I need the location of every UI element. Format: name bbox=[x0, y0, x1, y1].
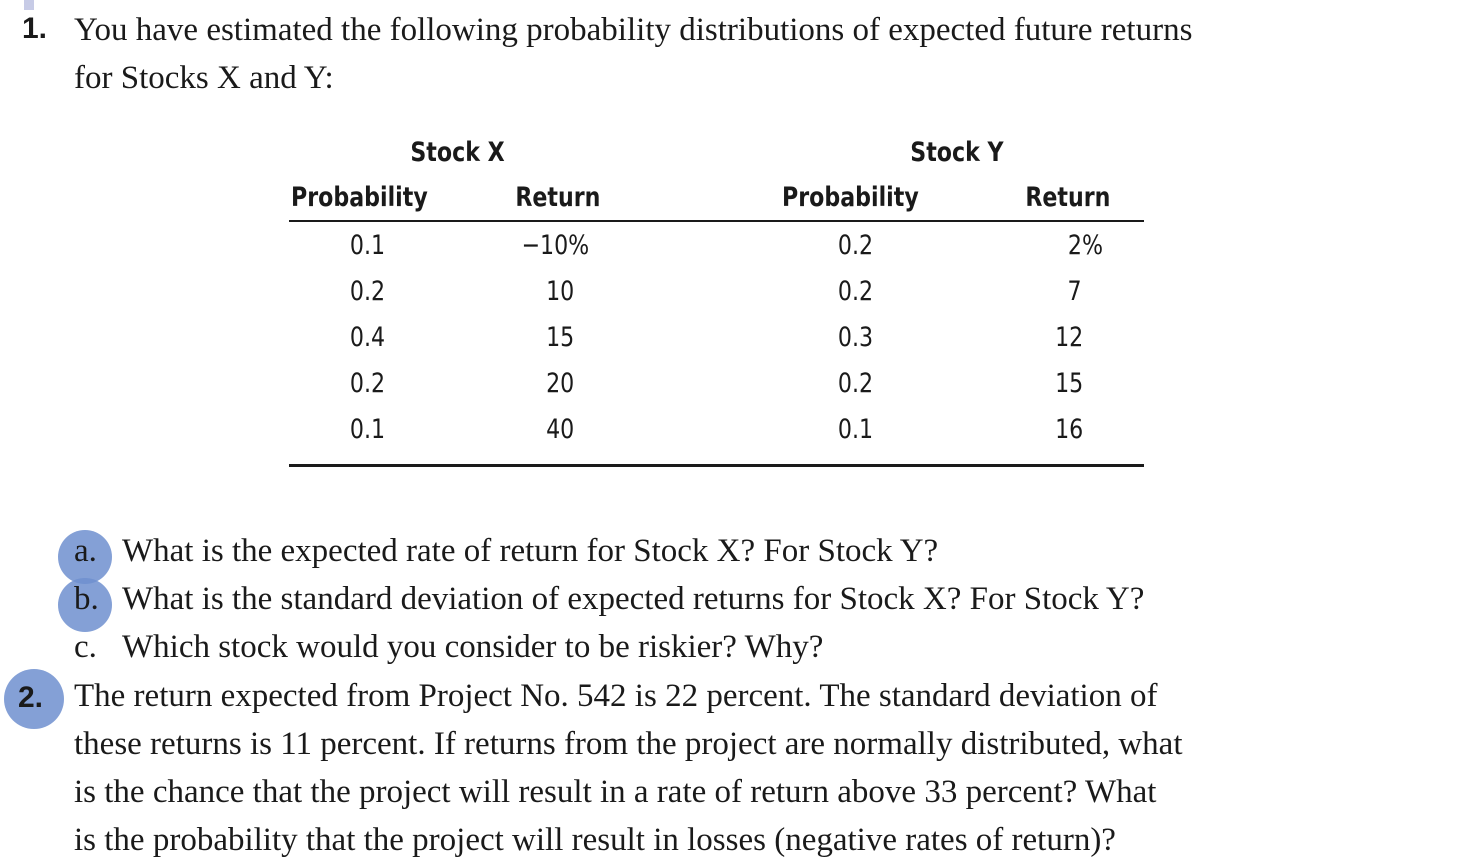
y-prob-cell: 0.3 bbox=[837, 322, 874, 353]
table-header-rule bbox=[289, 220, 1144, 222]
question-2-line-1: The return expected from Project No. 542… bbox=[74, 678, 1158, 714]
question-1-number: 1. bbox=[22, 12, 48, 45]
stock-y-col-return: Return bbox=[1025, 182, 1111, 213]
y-prob-cell: 0.2 bbox=[837, 368, 874, 399]
x-prob-cell: 0.1 bbox=[349, 230, 386, 261]
table-bottom-rule bbox=[289, 464, 1144, 467]
part-b-text: What is the standard deviation of expect… bbox=[122, 581, 1145, 617]
x-return-cell: 20 bbox=[546, 368, 575, 399]
highlight-marker-b bbox=[58, 578, 112, 632]
question-1-line-2: for Stocks X and Y: bbox=[74, 60, 334, 96]
x-return-cell: 10 bbox=[546, 276, 575, 307]
question-1-line-1: You have estimated the following probabi… bbox=[74, 12, 1193, 48]
x-return-cell: 15 bbox=[546, 322, 575, 353]
x-prob-cell: 0.2 bbox=[349, 276, 386, 307]
question-2-number: 2. bbox=[18, 681, 44, 714]
x-prob-cell: 0.2 bbox=[349, 368, 386, 399]
y-prob-cell: 0.2 bbox=[837, 230, 874, 261]
y-prob-cell: 0.2 bbox=[837, 276, 874, 307]
stock-x-col-return: Return bbox=[515, 182, 601, 213]
y-return-cell: 12 bbox=[1055, 322, 1084, 353]
stock-x-title: Stock X bbox=[410, 137, 505, 168]
stock-y-title: Stock Y bbox=[910, 137, 1004, 168]
question-2-line-3: is the chance that the project will resu… bbox=[74, 774, 1157, 810]
x-return-cell: −10% bbox=[521, 230, 590, 261]
part-a-text: What is the expected rate of return for … bbox=[122, 533, 939, 569]
highlight-marker-q2 bbox=[4, 669, 64, 729]
y-return-cell: 2% bbox=[1067, 230, 1103, 261]
stock-y-col-probability: Probability bbox=[782, 182, 919, 213]
y-prob-cell: 0.1 bbox=[837, 414, 874, 445]
question-2-line-2: these returns is 11 percent. If returns … bbox=[74, 726, 1183, 762]
highlight-marker-a bbox=[58, 530, 112, 584]
part-c-text: Which stock would you consider to be ris… bbox=[122, 629, 824, 665]
part-c-label: c. bbox=[74, 629, 97, 665]
question-2-line-4: is the probability that the project will… bbox=[74, 822, 1116, 858]
y-return-cell: 15 bbox=[1055, 368, 1084, 399]
y-return-cell: 16 bbox=[1055, 414, 1084, 445]
x-prob-cell: 0.1 bbox=[349, 414, 386, 445]
x-prob-cell: 0.4 bbox=[349, 322, 386, 353]
stock-x-col-probability: Probability bbox=[291, 182, 428, 213]
margin-marker bbox=[24, 0, 34, 10]
part-b-label: b. bbox=[74, 581, 99, 617]
part-a-label: a. bbox=[74, 533, 97, 569]
x-return-cell: 40 bbox=[546, 414, 575, 445]
y-return-cell: 7 bbox=[1067, 276, 1082, 307]
